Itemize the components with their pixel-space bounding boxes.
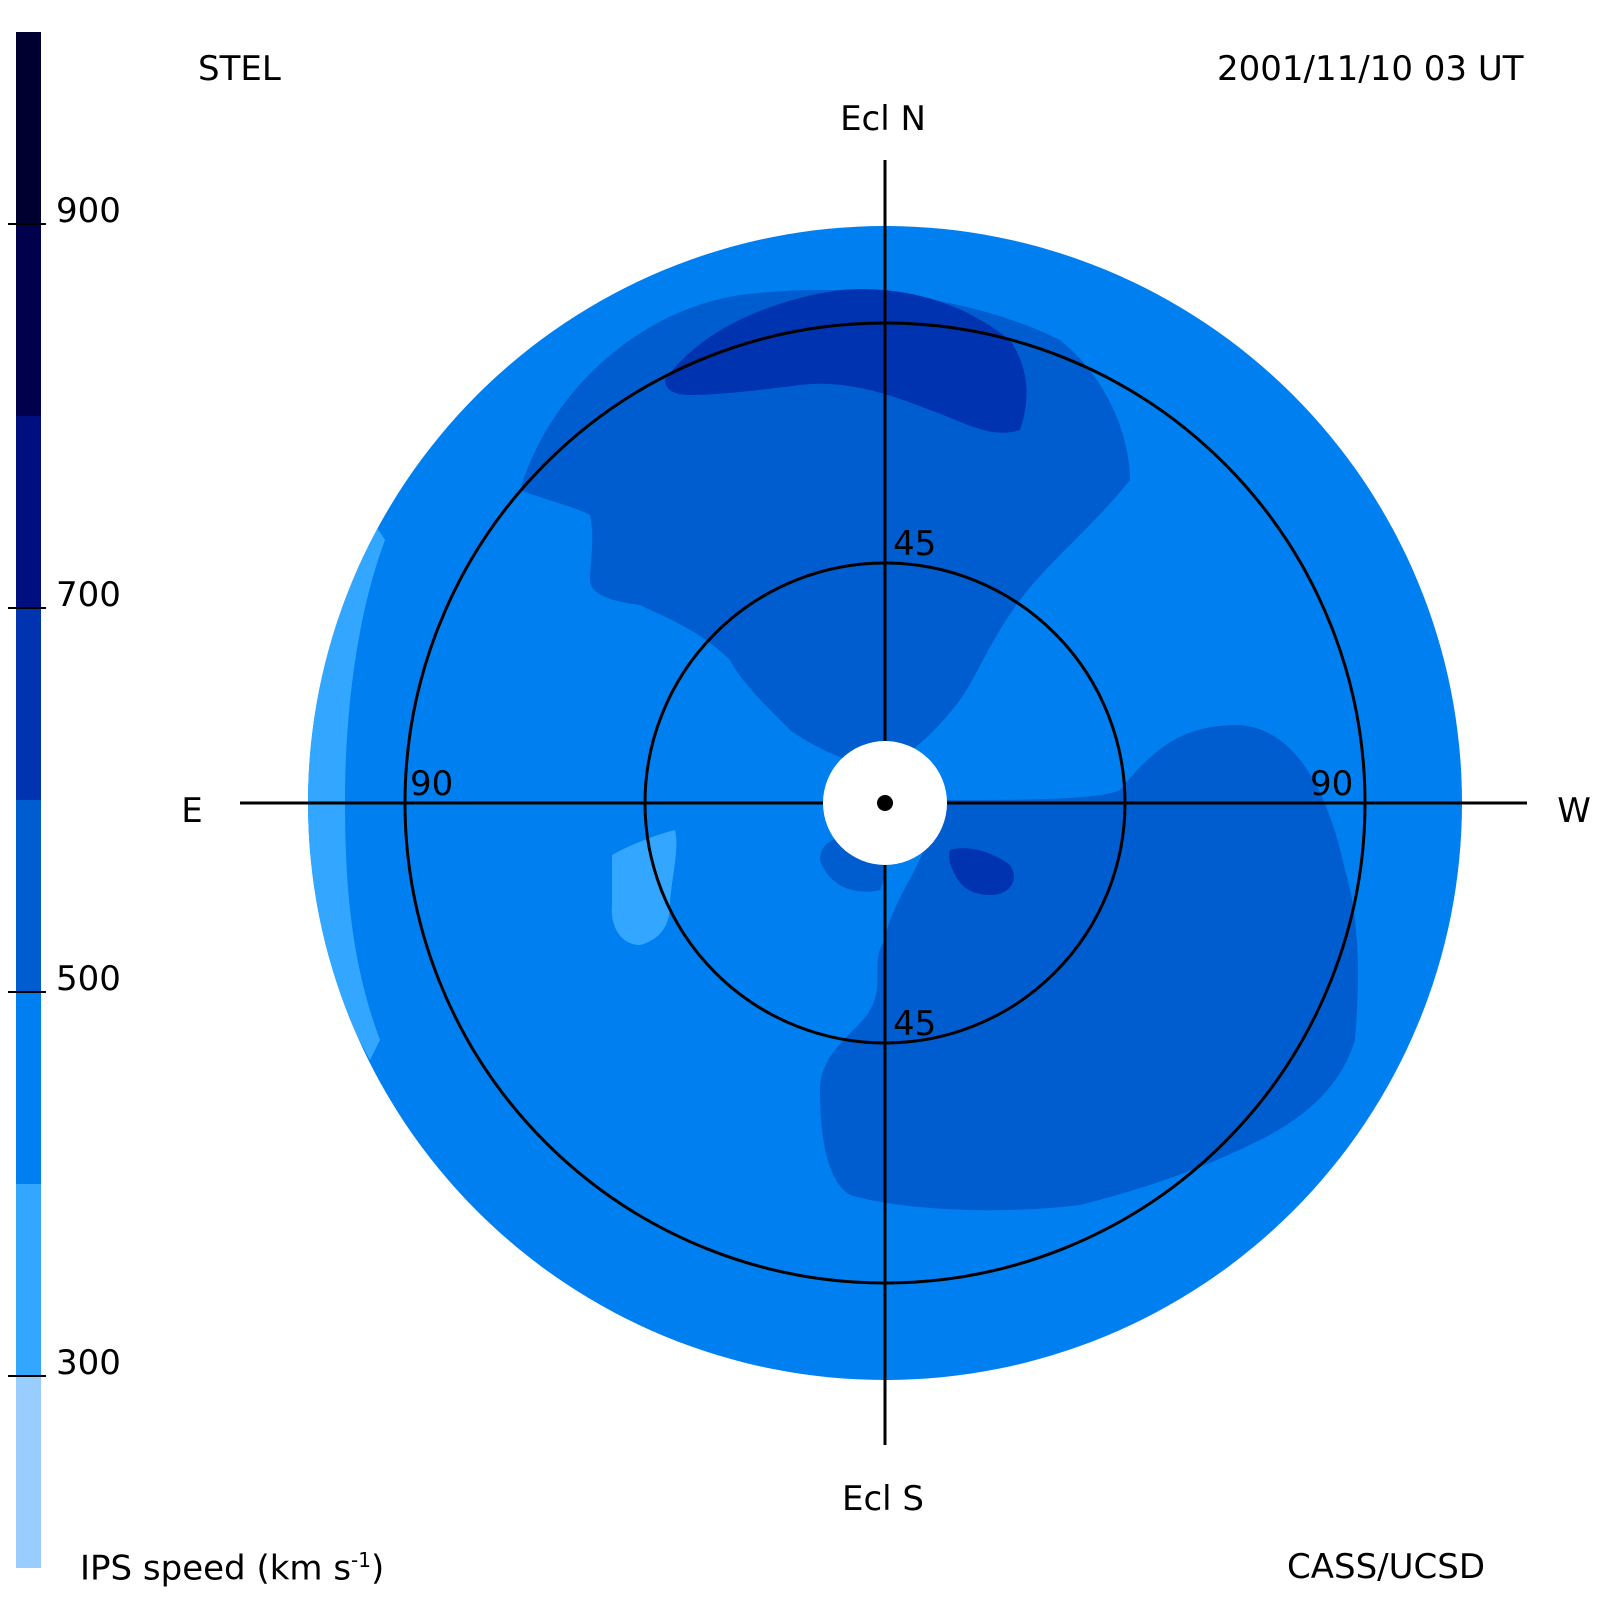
ring-label-90-east: 90 [410,764,453,804]
colorbar-tick-label: 300 [56,1343,121,1383]
colorbar-segment [16,800,41,992]
colorbar-segment [16,992,41,1184]
east-label: E [181,791,202,831]
central-core-region [949,848,1014,895]
colorbar-segment [16,608,41,800]
eastern-slow-patch [611,830,677,945]
colorbar-tick [8,607,46,609]
eastern-slow-rim [308,520,385,1060]
southwest-fast-region [820,725,1358,1211]
colorbar-segment [16,1184,41,1376]
ecliptic-north-label: Ecl N [840,99,926,139]
colorbar-segment [16,1376,41,1568]
colorbar-tick-label: 700 [56,575,121,615]
speed-colorbar [16,32,41,1568]
credit-label: CASS/UCSD [1287,1547,1486,1587]
colorbar-tick [8,1375,46,1377]
colorbar-title-exponent: -1 [351,1548,371,1572]
colorbar-title: IPS speed (km s-1) [80,1548,385,1589]
ring-label-45-south: 45 [893,1004,936,1044]
colorbar-tick-label: 900 [56,191,121,231]
sun-center-dot [877,795,893,811]
colorbar-segment [16,32,41,224]
colorbar-tick-label: 500 [56,959,121,999]
ecliptic-south-label: Ecl S [842,1479,924,1519]
west-label: W [1557,791,1591,831]
ring-label-90-west: 90 [1310,764,1353,804]
colorbar-segment [16,416,41,608]
source-label: STEL [198,49,281,89]
colorbar-segment [16,224,41,416]
timestamp-label: 2001/11/10 03 UT [1217,49,1524,89]
colorbar-tick [8,991,46,993]
ring-label-45-north: 45 [893,524,936,564]
colorbar-tick [8,223,46,225]
